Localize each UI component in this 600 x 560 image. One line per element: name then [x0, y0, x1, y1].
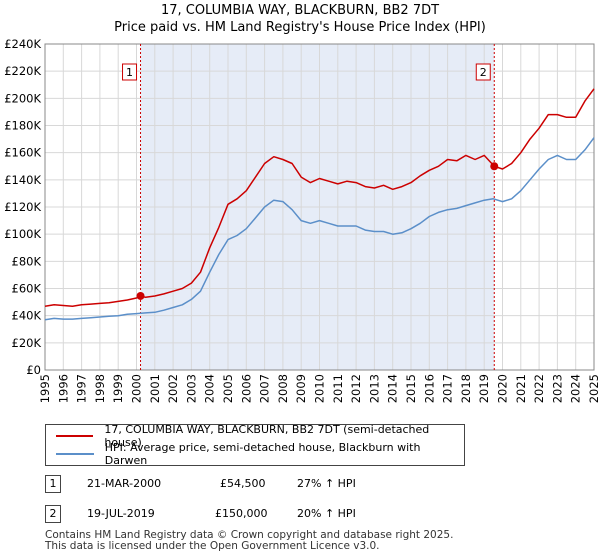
- x-tick-label: 2001: [148, 374, 162, 403]
- footer-copyright: Contains HM Land Registry data © Crown c…: [45, 529, 454, 541]
- x-tick-label: 2002: [166, 374, 180, 403]
- sale-number-label: 1: [126, 66, 133, 79]
- x-tick-label: 2007: [258, 374, 272, 403]
- legend-swatch-hpi: [56, 453, 94, 455]
- sale-point: [136, 291, 145, 300]
- legend: 17, COLUMBIA WAY, BLACKBURN, BB2 7DT (se…: [45, 423, 465, 467]
- sale-point: [490, 162, 499, 171]
- legend-label-property: 17, COLUMBIA WAY, BLACKBURN, BB2 7DT (se…: [104, 423, 430, 449]
- x-tick-label: 2023: [550, 374, 564, 403]
- y-tick-label: £140K: [4, 173, 41, 187]
- x-tick-label: 2009: [294, 374, 308, 403]
- transaction-number: 1: [45, 475, 61, 493]
- transaction-date: 21-MAR-2000: [87, 477, 162, 490]
- y-tick-label: £40K: [12, 309, 42, 323]
- legend-item-property: 17, COLUMBIA WAY, BLACKBURN, BB2 7DT (se…: [46, 423, 464, 449]
- legend-item-hpi: HPI: Average price, semi-detached house,…: [46, 441, 464, 467]
- y-tick-label: £240K: [4, 37, 41, 51]
- sale-number-label: 2: [480, 66, 487, 79]
- x-tick-label: 2015: [404, 374, 418, 403]
- x-tick-label: 2008: [276, 374, 290, 403]
- transaction-number: 2: [45, 505, 61, 523]
- x-tick-label: 2011: [331, 374, 345, 403]
- x-tick-label: 2005: [221, 374, 235, 403]
- plot-border: [44, 43, 595, 371]
- y-tick-label: £220K: [4, 64, 41, 78]
- transaction-price: £54,500: [220, 477, 266, 490]
- sale-number-box: [475, 63, 491, 81]
- footer: Contains HM Land Registry data © Crown c…: [45, 530, 453, 552]
- y-tick-label: £120K: [4, 200, 41, 214]
- y-tick-label: £60K: [12, 282, 42, 296]
- x-tick-label: 2004: [203, 374, 217, 403]
- y-tick-label: £160K: [4, 146, 41, 160]
- y-tick-label: £180K: [4, 119, 41, 133]
- chart-title: 17, COLUMBIA WAY, BLACKBURN, BB2 7DT: [160, 3, 440, 18]
- footer-licence: This data is licensed under the Open Gov…: [45, 540, 380, 552]
- x-tick-label: 2018: [459, 374, 473, 403]
- series-line-hpi: [44, 137, 595, 321]
- x-tick-label: 2022: [532, 374, 546, 403]
- x-tick-label: 1995: [38, 374, 52, 403]
- x-tick-label: 2024: [569, 374, 583, 403]
- chart-subtitle: Price paid vs. HM Land Registry's House …: [114, 20, 486, 35]
- x-tick-label: 2012: [349, 374, 363, 403]
- x-tick-label: 2016: [422, 374, 436, 403]
- transaction-price: £150,000: [215, 507, 268, 520]
- x-tick-label: 1998: [93, 374, 107, 403]
- price-chart: £0 £20K £40K £60K £80K £100K £120K £140K £160K £1…: [4, 37, 600, 403]
- x-tick-label: 2025: [587, 374, 600, 403]
- x-tick-label: 1996: [56, 374, 70, 403]
- x-tick-label: 1999: [111, 374, 125, 403]
- transaction-row: 1 21-MAR-2000 £54,500 27% ↑ HPI: [45, 475, 565, 495]
- x-tick-label: 2017: [441, 374, 455, 403]
- y-tick-label: £20K: [12, 336, 42, 350]
- transaction-hpi: 27% ↑ HPI: [297, 477, 356, 490]
- x-tick-label: 2000: [130, 374, 144, 403]
- legend-label-hpi: HPI: Average price, semi-detached house,…: [104, 441, 421, 467]
- x-tick-label: 2021: [514, 374, 528, 403]
- transaction-date: 19-JUL-2019: [87, 507, 155, 520]
- y-tick-label: £200K: [4, 91, 41, 105]
- transaction-row: 2 19-JUL-2019 £150,000 20% ↑ HPI: [45, 505, 565, 525]
- x-tick-label: 2020: [496, 374, 510, 403]
- x-tick-label: 2010: [313, 374, 327, 403]
- y-tick-label: £0: [26, 363, 41, 377]
- x-tick-label: 2014: [386, 374, 400, 403]
- x-tick-label: 1997: [75, 374, 89, 403]
- y-tick-label: £80K: [12, 254, 42, 268]
- y-tick-label: £100K: [4, 227, 41, 241]
- x-tick-label: 2003: [184, 374, 198, 403]
- x-tick-label: 2006: [239, 374, 253, 403]
- sale-number-box: [122, 63, 138, 81]
- transaction-hpi: 20% ↑ HPI: [297, 507, 356, 520]
- legend-swatch-property: [56, 435, 94, 437]
- x-tick-label: 2019: [477, 374, 491, 403]
- x-tick-label: 2013: [367, 374, 381, 403]
